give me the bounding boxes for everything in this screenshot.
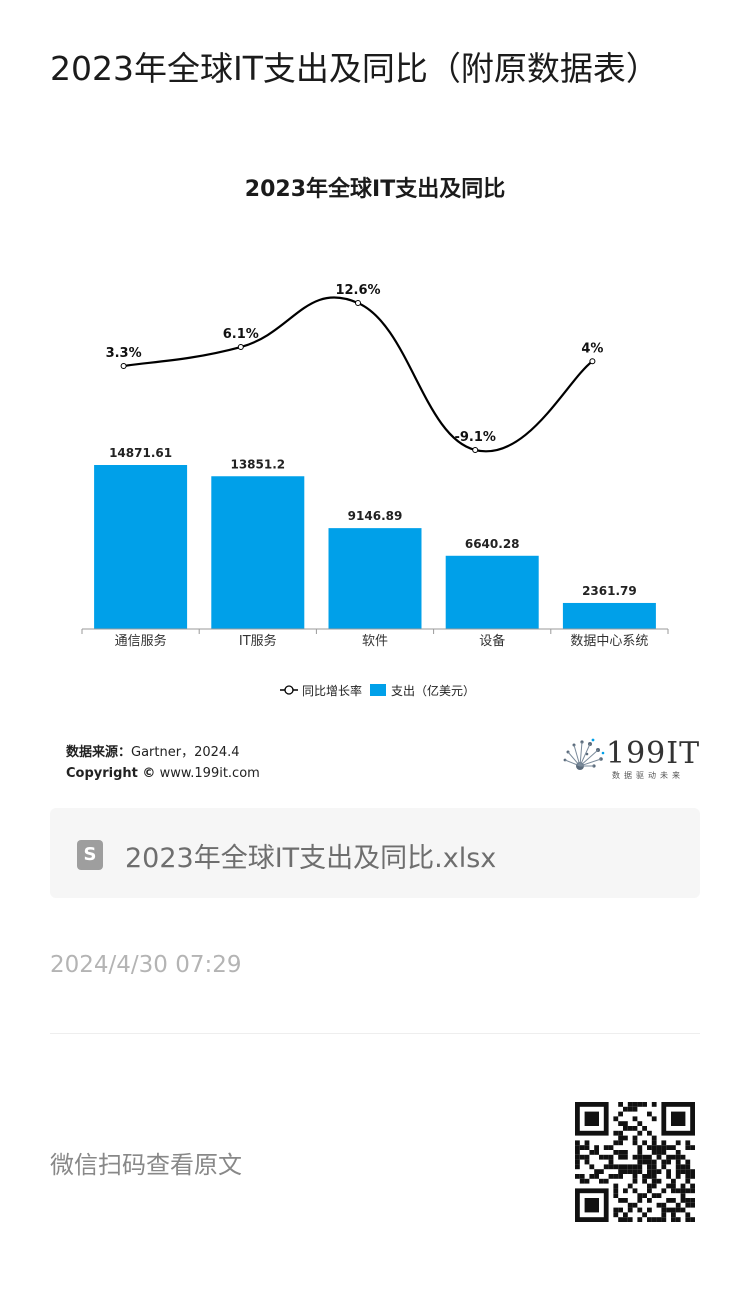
legend-line-marker — [284, 685, 294, 695]
attachment-card[interactable]: S 2023年全球IT支出及同比.xlsx — [50, 808, 700, 898]
bar-0 — [94, 465, 188, 629]
chart-svg: 2023年全球IT支出及同比 14871.61 13851.2 9146.89 664… — [81, 176, 669, 698]
chart-title: 2023年全球IT支出及同比 — [245, 176, 505, 202]
category-label: 数据中心系统 — [570, 634, 648, 649]
bar-1 — [211, 476, 305, 629]
category-label: 设备 — [479, 633, 505, 649]
copyright-label: Copyright © — [66, 766, 156, 781]
legend-bar-swatch — [370, 684, 386, 696]
growth-rate-label: 6.1% — [223, 327, 259, 342]
spreadsheet-file-icon: S — [77, 840, 103, 870]
chart-card: 2023年全球IT支出及同比 14871.61 13851.2 9146.89 664… — [0, 150, 750, 800]
brand-logo: 199IT 数据驱动未来 — [560, 736, 700, 784]
page-title: 2023年全球IT支出及同比（附原数据表） — [50, 49, 659, 88]
logo-subtitle: 数据驱动未来 — [612, 771, 684, 780]
chart-legend: 同比增长率 支出（亿美元） — [280, 683, 475, 698]
bar-2 — [328, 528, 422, 629]
bar-3 — [445, 555, 539, 629]
category-label: IT服务 — [239, 633, 277, 649]
growth-rate-label: 12.6% — [335, 283, 380, 298]
bar-value-label: 14871.61 — [109, 446, 172, 460]
qr-code-icon[interactable] — [575, 1102, 695, 1222]
logo-text: 199IT — [606, 736, 701, 771]
bar-value-label: 6640.28 — [465, 537, 520, 551]
category-label: 软件 — [362, 634, 388, 649]
growth-rate-point — [237, 344, 244, 351]
bar-value-label: 9146.89 — [348, 509, 403, 523]
growth-rate-line — [123, 296, 594, 453]
attachment-name[interactable]: 2023年全球IT支出及同比.xlsx — [125, 843, 497, 874]
category-label: 通信服务 — [115, 633, 167, 649]
bar-4 — [562, 602, 656, 629]
growth-rate-label: 3.3% — [106, 346, 142, 361]
publish-timestamp: 2024/4/30 07:29 — [50, 952, 242, 978]
growth-rate-point — [589, 358, 596, 365]
dandelion-logo-icon — [563, 738, 605, 770]
qr-hint: 微信扫码查看原文 — [50, 1151, 242, 1179]
growth-rate-point — [355, 300, 361, 306]
source-note: 数据来源：Gartner，2024.4 Copyright © www.199i… — [66, 742, 260, 784]
growth-rate-point — [472, 447, 479, 453]
legend-line-label: 同比增长率 — [302, 683, 362, 698]
growth-rate-label: -9.1% — [454, 430, 495, 445]
source-value: Gartner，2024.4 — [131, 745, 240, 760]
divider — [50, 1033, 700, 1034]
copyright-value: www.199it.com — [159, 766, 260, 781]
bar-value-label: 2361.79 — [582, 584, 637, 598]
source-label: 数据来源： — [66, 745, 132, 760]
growth-rate-point — [120, 363, 127, 369]
legend-bar-label: 支出（亿美元） — [391, 683, 475, 698]
bar-value-label: 13851.2 — [230, 457, 285, 471]
growth-rate-label: 4% — [581, 341, 603, 356]
